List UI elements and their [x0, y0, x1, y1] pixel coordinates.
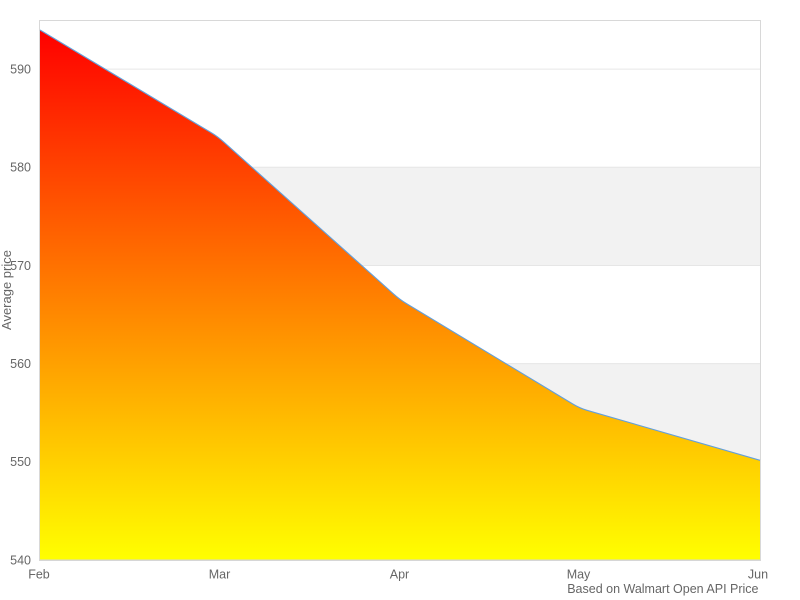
svg-text:590: 590	[10, 63, 31, 77]
svg-text:580: 580	[10, 161, 31, 175]
svg-text:Apr: Apr	[390, 568, 409, 582]
svg-text:560: 560	[10, 357, 31, 371]
svg-text:550: 550	[10, 455, 31, 469]
svg-text:Average price: Average price	[0, 250, 14, 330]
svg-text:570: 570	[10, 259, 31, 273]
svg-text:Based on Walmart Open API Pric: Based on Walmart Open API Price	[567, 582, 758, 596]
svg-text:May: May	[567, 568, 591, 582]
svg-text:Mar: Mar	[209, 568, 231, 582]
svg-text:Jun: Jun	[748, 568, 768, 582]
svg-text:540: 540	[10, 553, 31, 567]
svg-text:Feb: Feb	[28, 568, 50, 582]
